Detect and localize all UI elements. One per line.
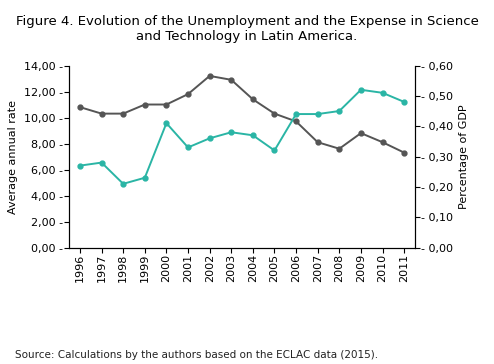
S&T bbox=[99, 161, 105, 165]
S&T bbox=[401, 100, 407, 104]
Text: Figure 4. Evolution of the Unemployment and the Expense in Science
and Technolog: Figure 4. Evolution of the Unemployment … bbox=[16, 15, 478, 43]
S&T bbox=[272, 148, 278, 153]
S&T bbox=[77, 163, 83, 168]
S&T bbox=[142, 175, 148, 180]
Y-axis label: Average annual rate: Average annual rate bbox=[8, 99, 18, 214]
Unemployment bbox=[272, 111, 278, 116]
S&T bbox=[206, 136, 212, 141]
Unemployment bbox=[120, 111, 126, 116]
Unemployment bbox=[164, 102, 169, 107]
Y-axis label: Percentage of GDP: Percentage of GDP bbox=[459, 104, 469, 209]
Unemployment bbox=[77, 105, 83, 109]
Unemployment bbox=[206, 74, 212, 78]
S&T bbox=[250, 133, 256, 138]
Unemployment bbox=[185, 92, 191, 96]
Unemployment bbox=[293, 119, 299, 124]
Unemployment bbox=[401, 150, 407, 155]
Text: Source: Calculations by the authors based on the ECLAC data (2015).: Source: Calculations by the authors base… bbox=[15, 351, 378, 360]
Unemployment bbox=[379, 140, 385, 145]
Unemployment bbox=[142, 102, 148, 107]
Line: S&T: S&T bbox=[78, 87, 407, 186]
Unemployment bbox=[99, 111, 105, 116]
Unemployment bbox=[250, 97, 256, 102]
S&T bbox=[185, 145, 191, 150]
S&T bbox=[315, 112, 321, 116]
Unemployment bbox=[336, 147, 342, 151]
Unemployment bbox=[315, 140, 321, 145]
S&T bbox=[293, 112, 299, 116]
S&T bbox=[164, 121, 169, 125]
S&T bbox=[120, 182, 126, 186]
S&T bbox=[228, 130, 234, 134]
S&T bbox=[379, 91, 385, 95]
Unemployment bbox=[228, 78, 234, 82]
Line: Unemployment: Unemployment bbox=[78, 74, 407, 155]
S&T bbox=[336, 109, 342, 113]
Unemployment bbox=[358, 131, 364, 135]
S&T bbox=[358, 88, 364, 92]
